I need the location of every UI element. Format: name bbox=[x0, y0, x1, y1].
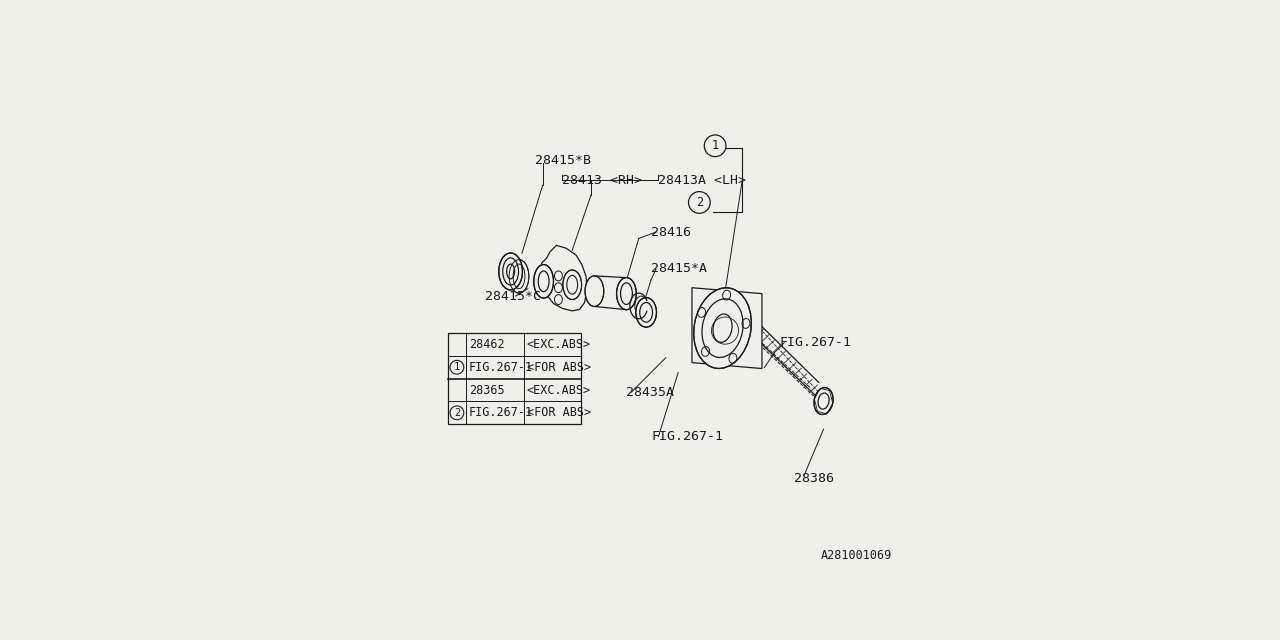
Ellipse shape bbox=[585, 276, 604, 307]
Text: 28462: 28462 bbox=[468, 338, 504, 351]
Text: 28416: 28416 bbox=[652, 225, 691, 239]
Polygon shape bbox=[692, 288, 762, 369]
Ellipse shape bbox=[694, 288, 751, 369]
Circle shape bbox=[451, 360, 463, 374]
Ellipse shape bbox=[509, 260, 529, 293]
Text: 1: 1 bbox=[454, 362, 460, 372]
Circle shape bbox=[704, 135, 726, 157]
Text: 28413 <RH>  28413A <LH>: 28413 <RH> 28413A <LH> bbox=[562, 174, 746, 187]
Text: 28386: 28386 bbox=[794, 472, 835, 485]
Text: 28435A: 28435A bbox=[626, 386, 675, 399]
Bar bbox=[448, 333, 581, 424]
Text: 2: 2 bbox=[696, 196, 703, 209]
Text: FIG.267-1: FIG.267-1 bbox=[780, 337, 851, 349]
Ellipse shape bbox=[499, 253, 522, 290]
Text: FIG.267-1: FIG.267-1 bbox=[468, 361, 532, 374]
Text: 28415*A: 28415*A bbox=[652, 262, 707, 275]
Text: 1: 1 bbox=[712, 140, 718, 152]
Text: 28415*C: 28415*C bbox=[485, 289, 540, 303]
Text: A281001069: A281001069 bbox=[820, 549, 892, 563]
Ellipse shape bbox=[617, 278, 636, 310]
Text: <FOR ABS>: <FOR ABS> bbox=[527, 361, 591, 374]
Ellipse shape bbox=[534, 264, 553, 298]
Text: <EXC.ABS>: <EXC.ABS> bbox=[527, 383, 591, 397]
Circle shape bbox=[689, 191, 710, 213]
Text: 28365: 28365 bbox=[468, 383, 504, 397]
Circle shape bbox=[451, 406, 463, 420]
Text: <EXC.ABS>: <EXC.ABS> bbox=[527, 338, 591, 351]
Ellipse shape bbox=[814, 388, 833, 415]
Ellipse shape bbox=[563, 270, 581, 300]
Text: FIG.267-1: FIG.267-1 bbox=[468, 406, 532, 419]
Text: 28415*B: 28415*B bbox=[535, 154, 591, 167]
Text: 2: 2 bbox=[454, 408, 460, 418]
Text: FIG.267-1: FIG.267-1 bbox=[652, 430, 723, 443]
Text: <FOR ABS>: <FOR ABS> bbox=[527, 406, 591, 419]
Ellipse shape bbox=[636, 298, 657, 327]
Polygon shape bbox=[541, 245, 588, 311]
